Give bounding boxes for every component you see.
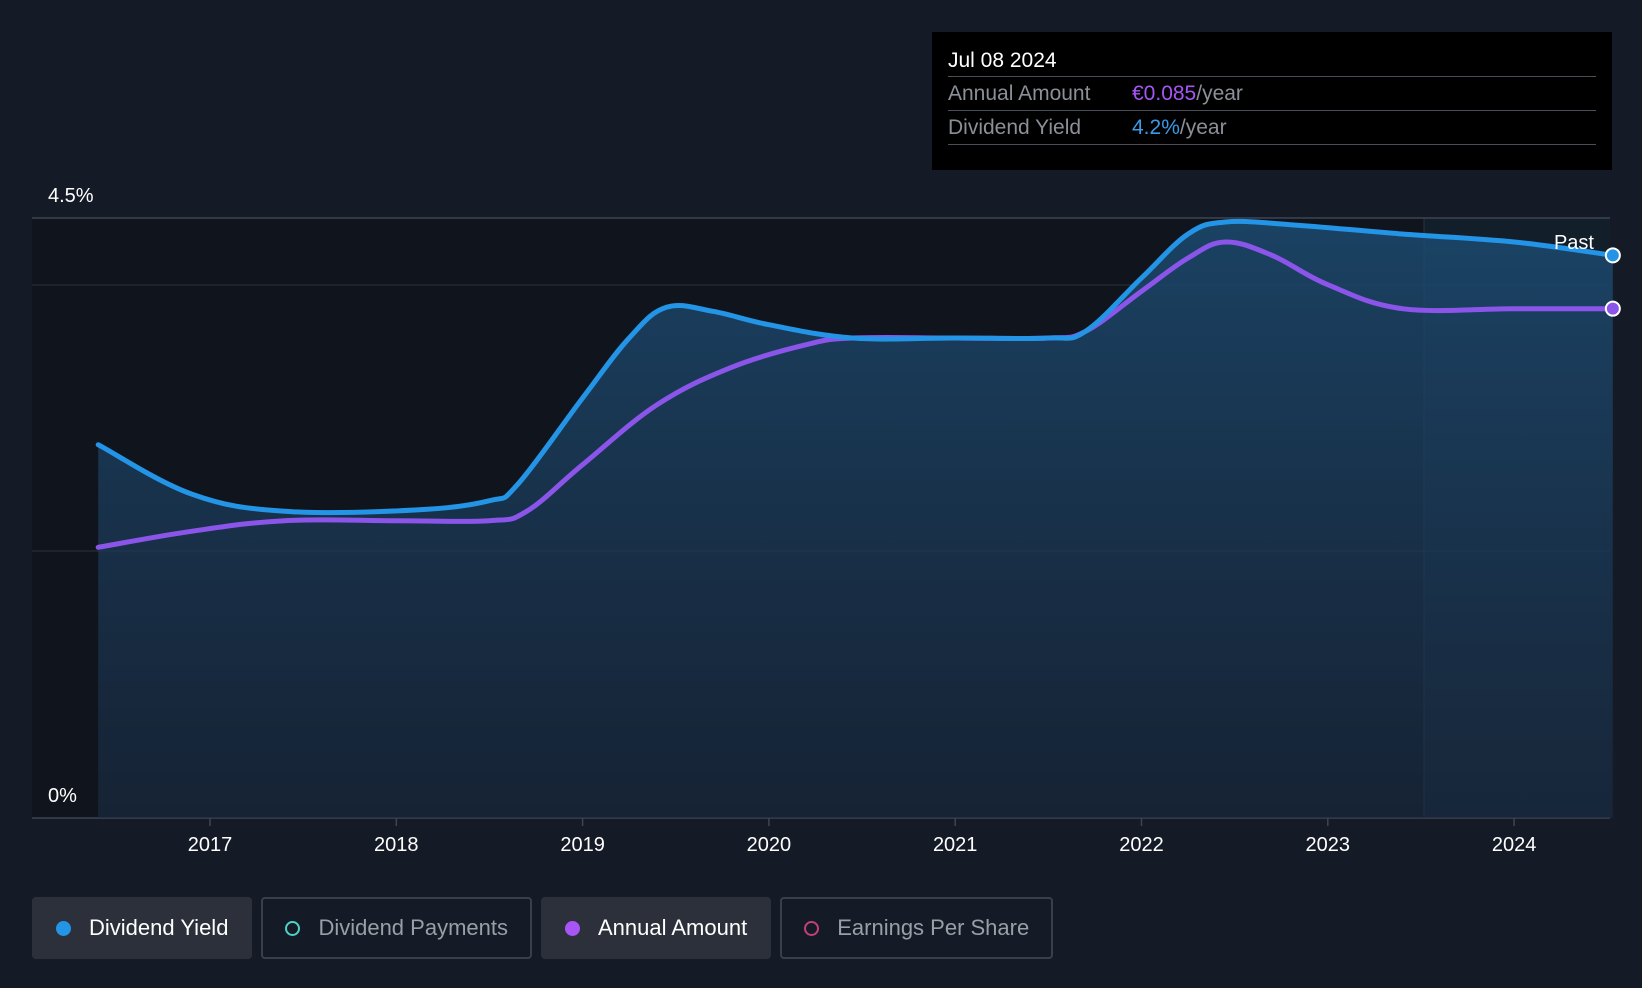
legend-ring-icon [804, 920, 820, 936]
legend-dot-icon [56, 920, 71, 936]
series-area-0 [98, 221, 1613, 818]
legend-ring-icon [285, 920, 301, 936]
tooltip-unit: /year [1196, 82, 1243, 105]
tooltip-value: €0.085 [1132, 82, 1197, 105]
legend-label: Dividend Payments [318, 915, 508, 940]
x-tick-label: 2022 [1119, 834, 1164, 856]
legend-annual-amount[interactable]: Annual Amount [540, 897, 772, 959]
y-tick-bottom-label: 0% [48, 785, 77, 807]
x-tick-label: 2018 [374, 834, 419, 856]
legend-earnings-per-share[interactable]: Earnings Per Share [780, 897, 1054, 959]
x-tick-label: 2024 [1492, 834, 1537, 856]
legend-label: Annual Amount [597, 915, 748, 940]
legend-label: Earnings Per Share [837, 915, 1030, 940]
tooltip-panel: Jul 08 2024 Annual Amount €0.085 /year D… [932, 32, 1612, 170]
legend-dividend-yield[interactable]: Dividend Yield [32, 897, 253, 959]
tooltip-row-annual-amount: Annual Amount €0.085 /year [948, 76, 1596, 110]
tooltip-date: Jul 08 2024 [948, 49, 1057, 72]
legend-label: Dividend Yield [89, 915, 229, 940]
legend-dot-icon [564, 920, 580, 936]
tooltip-unit: /year [1179, 116, 1227, 139]
x-tick-label: 2019 [560, 834, 605, 856]
x-tick-label: 2023 [1306, 834, 1351, 856]
y-tick-top-label: 4.5% [48, 185, 94, 207]
x-tick-label: 2017 [188, 834, 233, 856]
x-axis-ticks: 2017 2018 2019 2020 2021 2022 2023 2024 [188, 818, 1537, 856]
series-line-0 [95, 218, 1616, 516]
legend-dividend-payments[interactable]: Dividend Payments [261, 897, 532, 959]
tooltip-label: Annual Amount [948, 82, 1091, 105]
series-end-point-1[interactable] [1604, 300, 1621, 317]
chart-legend: Dividend Yield Dividend Payments Annual … [32, 897, 1054, 959]
x-tick-label: 2020 [747, 834, 792, 856]
tooltip-row-dividend-yield: Dividend Yield 4.2% /year [948, 110, 1596, 145]
past-label: Past [1554, 232, 1594, 254]
series-layer [95, 218, 1621, 818]
series-end-point-0[interactable] [1604, 247, 1621, 264]
x-tick-label: 2021 [933, 834, 978, 856]
tooltip-value: 4.2% [1132, 116, 1180, 139]
tooltip-label: Dividend Yield [948, 116, 1082, 139]
